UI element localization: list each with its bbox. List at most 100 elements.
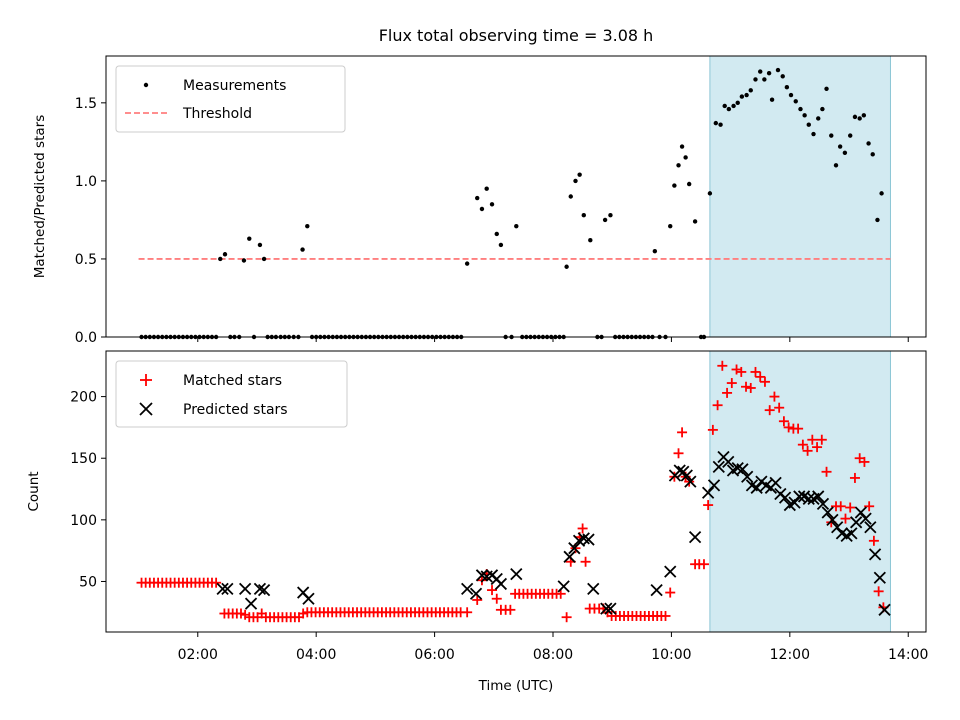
measurement-point	[484, 186, 489, 191]
measurement-point	[837, 144, 843, 149]
predicted-star-stroke-b	[736, 463, 749, 476]
bottom-x-tick-label: 06:00	[414, 647, 454, 663]
matched-star-point	[491, 593, 502, 604]
bottom-x-tick-label: 12:00	[770, 647, 810, 663]
predicted-star-point	[854, 506, 868, 519]
matched-star-point	[717, 360, 728, 371]
measurement-point	[816, 116, 821, 121]
top-y-axis: 0.0 0.5 1.0 1.5	[75, 96, 106, 346]
matched-star-point	[816, 434, 827, 445]
legend-threshold-label: Threshold	[182, 106, 252, 122]
measurement-point	[672, 183, 677, 188]
matched-star-point	[750, 366, 761, 377]
measurement-point	[861, 113, 867, 118]
predicted-star-stroke-b	[868, 548, 882, 561]
measurement-point	[608, 213, 613, 218]
predicted-star-point	[684, 475, 697, 488]
measurement-point	[739, 94, 745, 99]
measurement-point	[489, 202, 495, 207]
measurement-point	[806, 122, 811, 127]
bottom-y-tick-label: 200	[70, 390, 97, 406]
measurement-point	[602, 217, 608, 223]
measurement-point	[784, 85, 790, 90]
matched-star-point	[849, 472, 860, 483]
predicted-star-point	[257, 583, 271, 597]
predicted-star-stroke-b	[854, 506, 868, 519]
chart-title: Flux total observing time = 3.08 h	[379, 26, 654, 45]
predicted-star-stroke-b	[812, 490, 825, 503]
matched-star-point	[845, 502, 856, 513]
predicted-star-stroke-b	[257, 583, 271, 597]
predicted-star-stroke-b	[878, 603, 891, 616]
measurement-point	[780, 74, 785, 79]
predicted-star-point	[216, 582, 229, 596]
measurement-point	[744, 92, 749, 98]
measurement-point	[758, 69, 763, 74]
predicted-star-point	[788, 496, 801, 509]
predicted-star-stroke-b	[797, 490, 811, 503]
matched-star-point	[211, 577, 222, 588]
measurement-point	[514, 223, 519, 229]
measurement-point	[257, 242, 263, 248]
predicted-star-point	[850, 516, 863, 529]
bottom-y-axis: 50 100 150 200	[70, 390, 106, 590]
predicted-star-point	[821, 506, 834, 519]
predicted-star-stroke-b	[826, 513, 839, 526]
matched-star-point	[807, 434, 818, 445]
measurement-point	[857, 116, 862, 121]
measurement-point	[829, 133, 834, 138]
matched-star-point	[783, 422, 794, 433]
measurement-point	[218, 256, 223, 262]
top-plot-frame	[105, 55, 927, 338]
predicted-star-stroke-b	[563, 550, 576, 563]
predicted-star-point	[812, 490, 825, 503]
top-y-tick-label: 1.0	[75, 174, 97, 190]
matched-star-point	[462, 607, 473, 618]
bottom-x-tick-label: 08:00	[533, 647, 573, 663]
predicted-star-point	[712, 460, 725, 473]
predicted-star-stroke-b	[510, 567, 523, 581]
measurement-point	[735, 100, 740, 106]
matched-star-point	[840, 513, 851, 524]
predicted-star-point	[722, 455, 735, 469]
top-highlight-span-layer	[709, 55, 891, 338]
predicted-star-point	[707, 479, 721, 492]
predicted-star-point	[769, 476, 782, 490]
measurement-point	[588, 238, 593, 243]
matched-star-point	[745, 382, 756, 393]
predicted-star-stroke-b	[297, 586, 310, 599]
predicted-star-stroke-b	[816, 497, 830, 510]
predicted-star-point	[673, 464, 686, 477]
matched-star-point	[722, 387, 733, 398]
legend-matched-marker	[140, 374, 152, 386]
bottom-x-tick-label: 10:00	[651, 647, 691, 663]
highlight-span	[709, 55, 891, 338]
predicted-star-point	[664, 565, 677, 578]
predicted-star-stroke-b	[664, 565, 677, 578]
predicted-star-stroke-b	[688, 530, 702, 544]
predicted-star-point	[793, 490, 806, 503]
counts-panel: 50 100 150 200 02:00 04:00 06:00 08:00 10:00 12:…	[26, 350, 928, 694]
top-y-axis-label: Matched/Predicted stars	[32, 115, 48, 278]
measurement-point	[852, 114, 858, 120]
legend-measurements-label: Measurements	[183, 78, 286, 94]
matched-star-point	[835, 501, 846, 512]
matched-star-point	[755, 371, 766, 382]
predicted-star-point	[238, 582, 252, 596]
bottom-plot-frame	[105, 350, 927, 633]
predicted-star-stroke-b	[873, 571, 886, 584]
predicted-star-point	[557, 580, 570, 593]
measurement-point	[581, 213, 586, 218]
matched-star-point	[864, 501, 875, 512]
measurement-point	[676, 163, 681, 168]
predicted-star-stroke-b	[216, 582, 229, 596]
matched-star-point	[802, 445, 813, 456]
bottom-x-tick-label: 14:00	[888, 647, 928, 663]
measurement-point	[802, 113, 807, 118]
predicted-star-stroke-b	[864, 521, 877, 534]
measurement-point	[842, 150, 848, 155]
measurement-point	[798, 106, 803, 112]
matched-star-point	[707, 424, 718, 435]
measurement-point	[564, 264, 569, 269]
matched-star-point	[677, 427, 688, 438]
